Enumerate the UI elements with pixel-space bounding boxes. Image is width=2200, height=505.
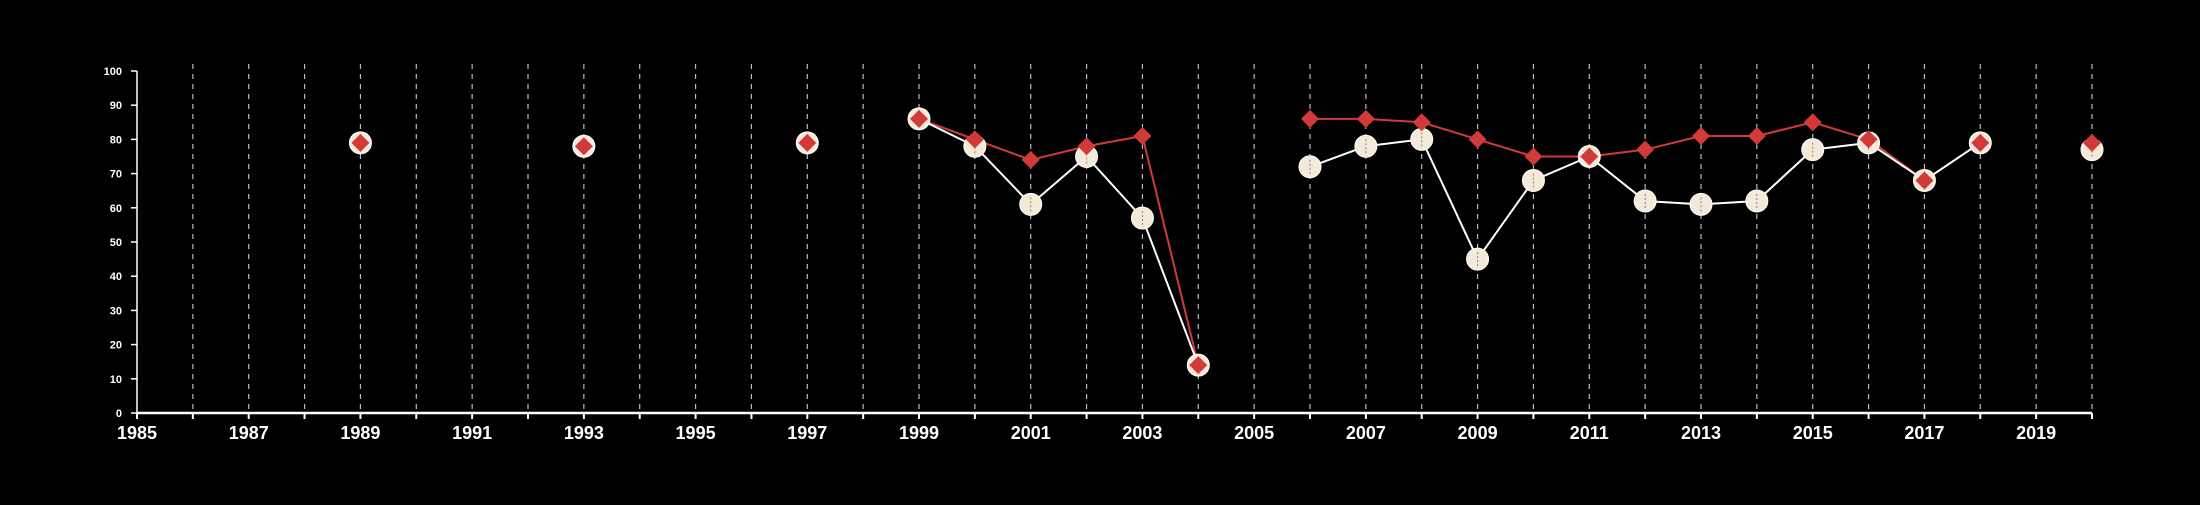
y-tick-label-0: 0 <box>116 408 122 420</box>
circle-marker-2006 <box>1298 155 1322 179</box>
y-tick-label-90: 90 <box>110 100 122 112</box>
diamond-marker-2007 <box>1356 109 1375 128</box>
x-tick-label-2007: 2007 <box>1346 423 1386 443</box>
diamond-marker-2003 <box>1133 126 1152 145</box>
x-tick-label-2003: 2003 <box>1122 423 1162 443</box>
diamond-marker-2000 <box>965 130 984 149</box>
x-tick-label-1991: 1991 <box>452 423 492 443</box>
circle-marker-2010 <box>1521 168 1545 192</box>
circle-marker-2008 <box>1410 127 1434 151</box>
x-tick-label-1985: 1985 <box>117 423 157 443</box>
diamond-marker-1993 <box>574 137 593 156</box>
x-tick-label-2005: 2005 <box>1234 423 1274 443</box>
axes: 0 10 20 30 40 50 60 70 80 90 100 1985 1987 1989 1991 19… <box>104 66 2093 443</box>
x-tick-label-1989: 1989 <box>340 423 380 443</box>
circle-marker-2015 <box>1801 138 1825 162</box>
x-tick-label-1999: 1999 <box>899 423 939 443</box>
y-tick-label-70: 70 <box>110 169 122 181</box>
diamond-marker-2015 <box>1803 113 1822 132</box>
series-markers <box>348 107 2104 377</box>
diamond-marker-2001 <box>1021 150 1040 169</box>
circle-marker-2009 <box>1466 247 1490 271</box>
y-tick-label-50: 50 <box>110 237 122 249</box>
x-tick-label-2015: 2015 <box>1793 423 1833 443</box>
y-tick-label-60: 60 <box>110 203 122 215</box>
diamond-marker-2008 <box>1412 113 1431 132</box>
y-tick-label-30: 30 <box>110 305 122 317</box>
circle-marker-2001 <box>1019 192 1043 216</box>
circle-marker-2012 <box>1633 189 1657 213</box>
x-tick-label-2019: 2019 <box>2016 423 2056 443</box>
y-tick-label-100: 100 <box>104 66 122 78</box>
circle-marker-2003 <box>1130 206 1154 230</box>
x-tick-label-2013: 2013 <box>1681 423 1721 443</box>
y-tick-label-10: 10 <box>110 374 122 386</box>
diamond-marker-2006 <box>1301 109 1319 128</box>
circle-marker-2013 <box>1689 192 1713 216</box>
diamond-marker-2004 <box>1189 356 1208 375</box>
diamond-marker-2014 <box>1747 126 1766 145</box>
x-tick-label-1993: 1993 <box>564 423 604 443</box>
diamond-marker-2018 <box>1971 133 1990 152</box>
diamond-marker-2011 <box>1580 147 1599 166</box>
x-tick-label-2009: 2009 <box>1458 423 1498 443</box>
diamond-marker-2012 <box>1636 140 1655 159</box>
x-tick-label-2017: 2017 <box>1904 423 1944 443</box>
circle-marker-2014 <box>1745 189 1769 213</box>
x-tick-label-1997: 1997 <box>787 423 827 443</box>
x-tick-label-2011: 2011 <box>1570 423 1609 443</box>
diamond-marker-2002 <box>1077 137 1096 156</box>
x-tick-label-1995: 1995 <box>676 423 716 443</box>
y-tick-label-20: 20 <box>110 340 122 352</box>
y-tick-label-40: 40 <box>110 271 122 283</box>
x-tick-label-1987: 1987 <box>229 423 269 443</box>
diamond-marker-2016 <box>1859 130 1878 149</box>
diamond-marker-2010 <box>1524 147 1543 166</box>
diamond-marker-1999 <box>910 109 928 128</box>
y-tick-label-80: 80 <box>110 134 122 146</box>
x-tick-label-2001: 2001 <box>1011 423 1051 443</box>
series-0-line-segment-0 <box>918 117 1200 366</box>
diamond-marker-1997 <box>798 133 817 152</box>
diamond-marker-1989 <box>351 133 370 152</box>
diamond-marker-2009 <box>1468 130 1487 149</box>
diamond-marker-2013 <box>1692 126 1710 145</box>
circle-marker-2007 <box>1354 134 1378 158</box>
series-1-line-segment-0 <box>918 117 1200 366</box>
diamond-marker-2017 <box>1915 171 1934 190</box>
grid-lines <box>192 64 2093 413</box>
diamond-marker-2020 <box>2083 133 2101 152</box>
